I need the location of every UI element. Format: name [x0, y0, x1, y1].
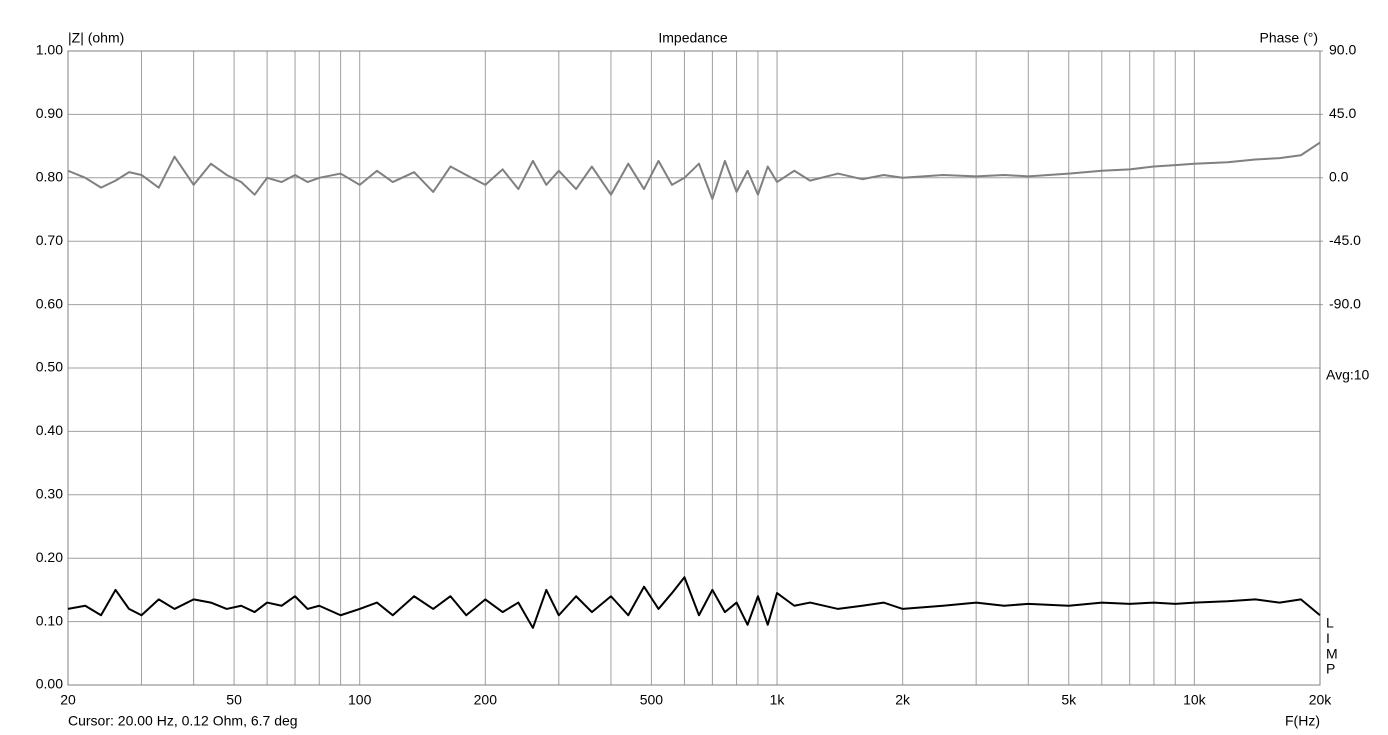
y-tick-label: 0.30 [36, 486, 63, 502]
y-tick-label: 0.60 [36, 295, 63, 311]
x-tick-label: 20 [60, 692, 76, 708]
chart-title: Impedance [658, 30, 727, 46]
cursor-text: Cursor: 20.00 Hz, 0.12 Ohm, 6.7 deg [68, 713, 298, 729]
x-tick-label: 10k [1183, 692, 1207, 708]
x-tick-label: 50 [226, 692, 242, 708]
y2-tick-label: 90.0 [1329, 42, 1356, 58]
side-letter: P [1326, 661, 1335, 677]
side-letter: L [1326, 615, 1334, 631]
y-tick-label: 0.90 [36, 105, 63, 121]
y-tick-label: 0.50 [36, 359, 63, 375]
series-line [67, 576, 1321, 629]
x-tick-label: 20k [1309, 692, 1333, 708]
x-tick-label: 200 [474, 692, 498, 708]
x-tick-label: 1k [770, 692, 786, 708]
y-tick-label: 0.40 [36, 422, 63, 438]
x-tick-label: 100 [348, 692, 372, 708]
y-tick-label: 0.00 [36, 676, 63, 692]
y2-axis-label: Phase (°) [1259, 30, 1318, 46]
y2-tick-label: -45.0 [1329, 232, 1361, 248]
y-axis-label: |Z| (ohm) [68, 30, 124, 46]
y-tick-label: 1.00 [36, 42, 63, 58]
plot-border [67, 50, 1321, 686]
y2-tick-label: 0.0 [1329, 169, 1349, 185]
y-tick-label: 0.20 [36, 549, 63, 565]
x-axis-label: F(Hz) [1285, 713, 1320, 729]
x-tick-label: 5k [1061, 692, 1077, 708]
side-letter: I [1326, 630, 1330, 646]
series-line [67, 141, 1321, 200]
y2-tick-label: -90.0 [1329, 295, 1361, 311]
y-tick-label: 0.80 [36, 169, 63, 185]
x-tick-label: 2k [895, 692, 911, 708]
side-letter: M [1326, 645, 1338, 661]
y-tick-label: 0.70 [36, 232, 63, 248]
x-tick-label: 500 [640, 692, 664, 708]
annotation: Avg:10 [1326, 367, 1370, 383]
y2-tick-label: 45.0 [1329, 105, 1356, 121]
y-tick-label: 0.10 [36, 612, 63, 628]
